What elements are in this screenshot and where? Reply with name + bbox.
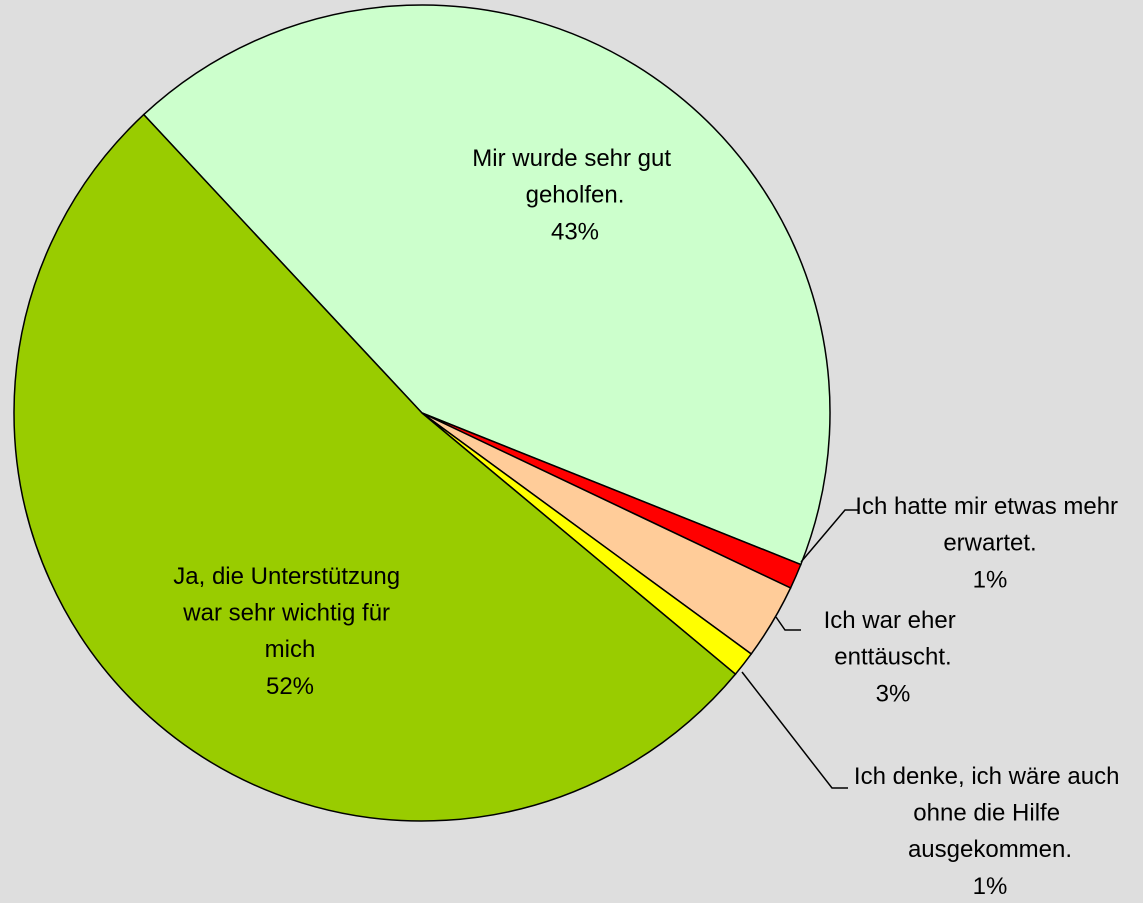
label-line: Mir wurde sehr gut: [472, 145, 677, 172]
slice-label: Ich denke, ich wäre auch ohne die Hilfe …: [854, 763, 1126, 863]
slice-label: Ich hatte mir etwas mehr erwartet.: [855, 493, 1124, 557]
slice-label: Mir wurde sehr gut geholfen.: [472, 145, 677, 209]
pie-slice: [142, 4, 831, 566]
labels: Mir wurde sehr gut geholfen. 43% Ich hatte…: [173, 145, 1126, 900]
label-line: enttäuscht.: [834, 644, 951, 671]
leader-line: [775, 616, 801, 631]
pie-slice: [13, 113, 737, 822]
slice-label: Ich war eher enttäuscht.: [824, 607, 963, 671]
value-label: 52%: [266, 673, 314, 700]
label-line: erwartet.: [943, 530, 1036, 557]
leader-line: [741, 671, 848, 789]
label-line: ausgekommen.: [908, 836, 1072, 863]
label-line: Ich denke, ich wäre auch: [854, 763, 1126, 790]
value-label: 1%: [973, 873, 1008, 900]
slice-label: Ja, die Unterstützung war sehr wichtig f…: [173, 563, 406, 663]
value-label: 1%: [973, 566, 1008, 593]
value-label: 3%: [876, 680, 911, 707]
label-line: Ich war eher: [824, 607, 963, 634]
label-line: geholfen.: [526, 182, 625, 209]
leader-line: [800, 509, 858, 563]
pie: [13, 4, 831, 822]
label-line: Ja, die Unterstützung: [173, 563, 406, 590]
value-label: 43%: [551, 218, 599, 245]
label-line: war sehr wichtig für: [182, 600, 396, 627]
label-line: ohne die Hilfe: [913, 800, 1066, 827]
label-line: Ich hatte mir etwas mehr: [855, 493, 1124, 520]
label-line: mich: [265, 636, 316, 663]
